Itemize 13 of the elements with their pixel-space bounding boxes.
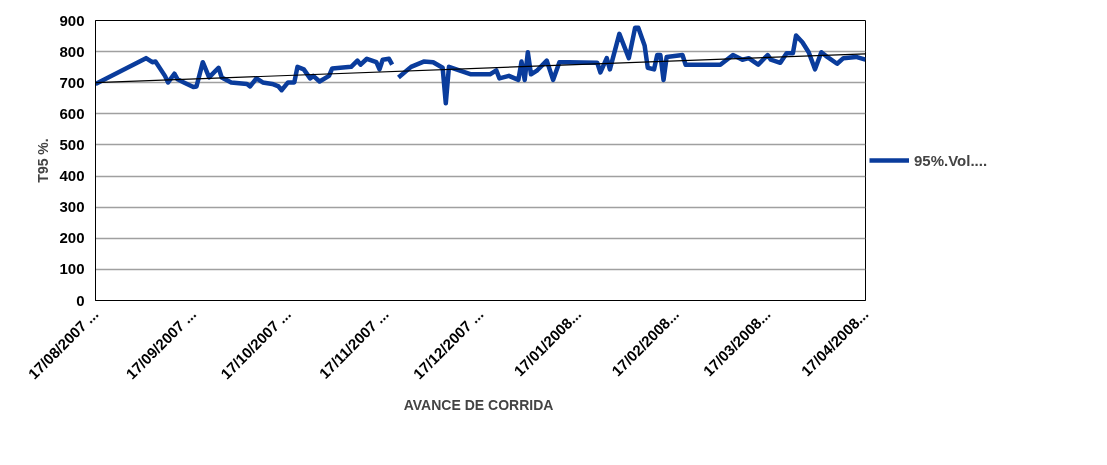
y-tick-label: 400 xyxy=(59,167,85,185)
y-tick-label: 300 xyxy=(59,198,85,216)
y-tick-label: 200 xyxy=(59,229,85,247)
y-axis-title: T95 %. xyxy=(35,138,52,183)
y-tick-label: 700 xyxy=(59,73,85,91)
y-tick-label: 600 xyxy=(59,104,85,122)
y-tick-label: 0 xyxy=(76,291,85,309)
legend-label: 95%.Vol.... xyxy=(914,151,988,169)
y-tick-label: 500 xyxy=(59,135,85,153)
y-tick-label: 100 xyxy=(59,260,85,278)
y-tick-label: 900 xyxy=(59,11,85,29)
y-tick-label: 800 xyxy=(59,42,85,60)
x-axis-title: AVANCE DE CORRIDA xyxy=(403,397,554,414)
